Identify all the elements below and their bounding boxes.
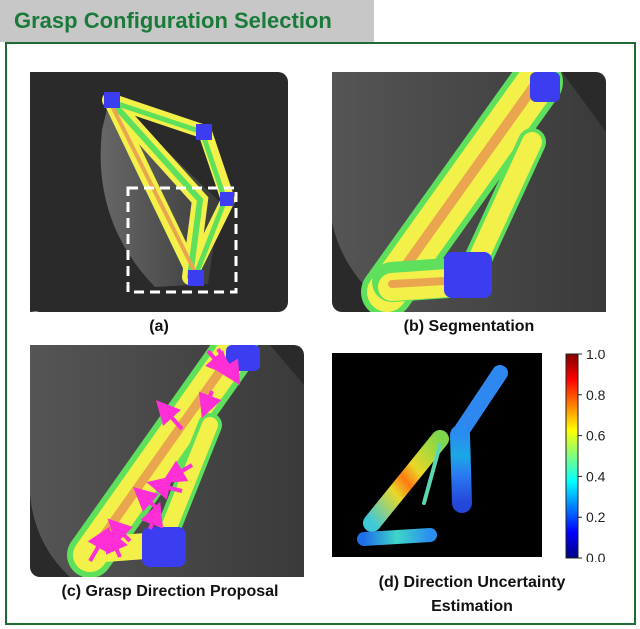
end-marker	[104, 92, 120, 108]
colorbar-tick-label: 0.4	[586, 468, 606, 484]
colorbar-tick-label: 0.0	[586, 550, 606, 562]
end-marker	[220, 192, 234, 206]
end-marker	[142, 527, 186, 567]
grasp-direction-arrows	[87, 347, 241, 563]
zoom-region-box	[126, 186, 238, 294]
end-marker	[196, 124, 212, 140]
end-marker	[444, 252, 492, 298]
end-marker	[530, 72, 560, 102]
section-title: Grasp Configuration Selection	[0, 0, 374, 42]
section-frame	[5, 42, 636, 625]
panel-d-heatmap	[332, 353, 542, 557]
object-segments-b	[361, 72, 563, 312]
caption-a: (a)	[149, 318, 169, 335]
caption-d-line1: (d) Direction Uncertainty	[378, 574, 566, 591]
caption-b: (b) Segmentation	[403, 318, 535, 335]
colorbar-tick-label: 0.2	[586, 509, 606, 525]
colorbar-tick-label: 0.6	[586, 428, 606, 444]
caption-c: (c) Grasp Direction Proposal	[61, 583, 279, 600]
colorbar-tick-label: 0.8	[586, 387, 606, 403]
panel-c-image	[30, 345, 304, 577]
colorbar-tick-label: 1.0	[586, 350, 606, 362]
colorbar: 1.0 0.8 0.6 0.4 0.2 0.0	[565, 350, 606, 562]
caption-d-line2: Estimation	[431, 598, 513, 615]
panel-b-image	[332, 72, 606, 312]
uncertainty-segments	[357, 365, 508, 546]
panel-a-image	[30, 72, 288, 312]
end-marker	[188, 270, 204, 286]
